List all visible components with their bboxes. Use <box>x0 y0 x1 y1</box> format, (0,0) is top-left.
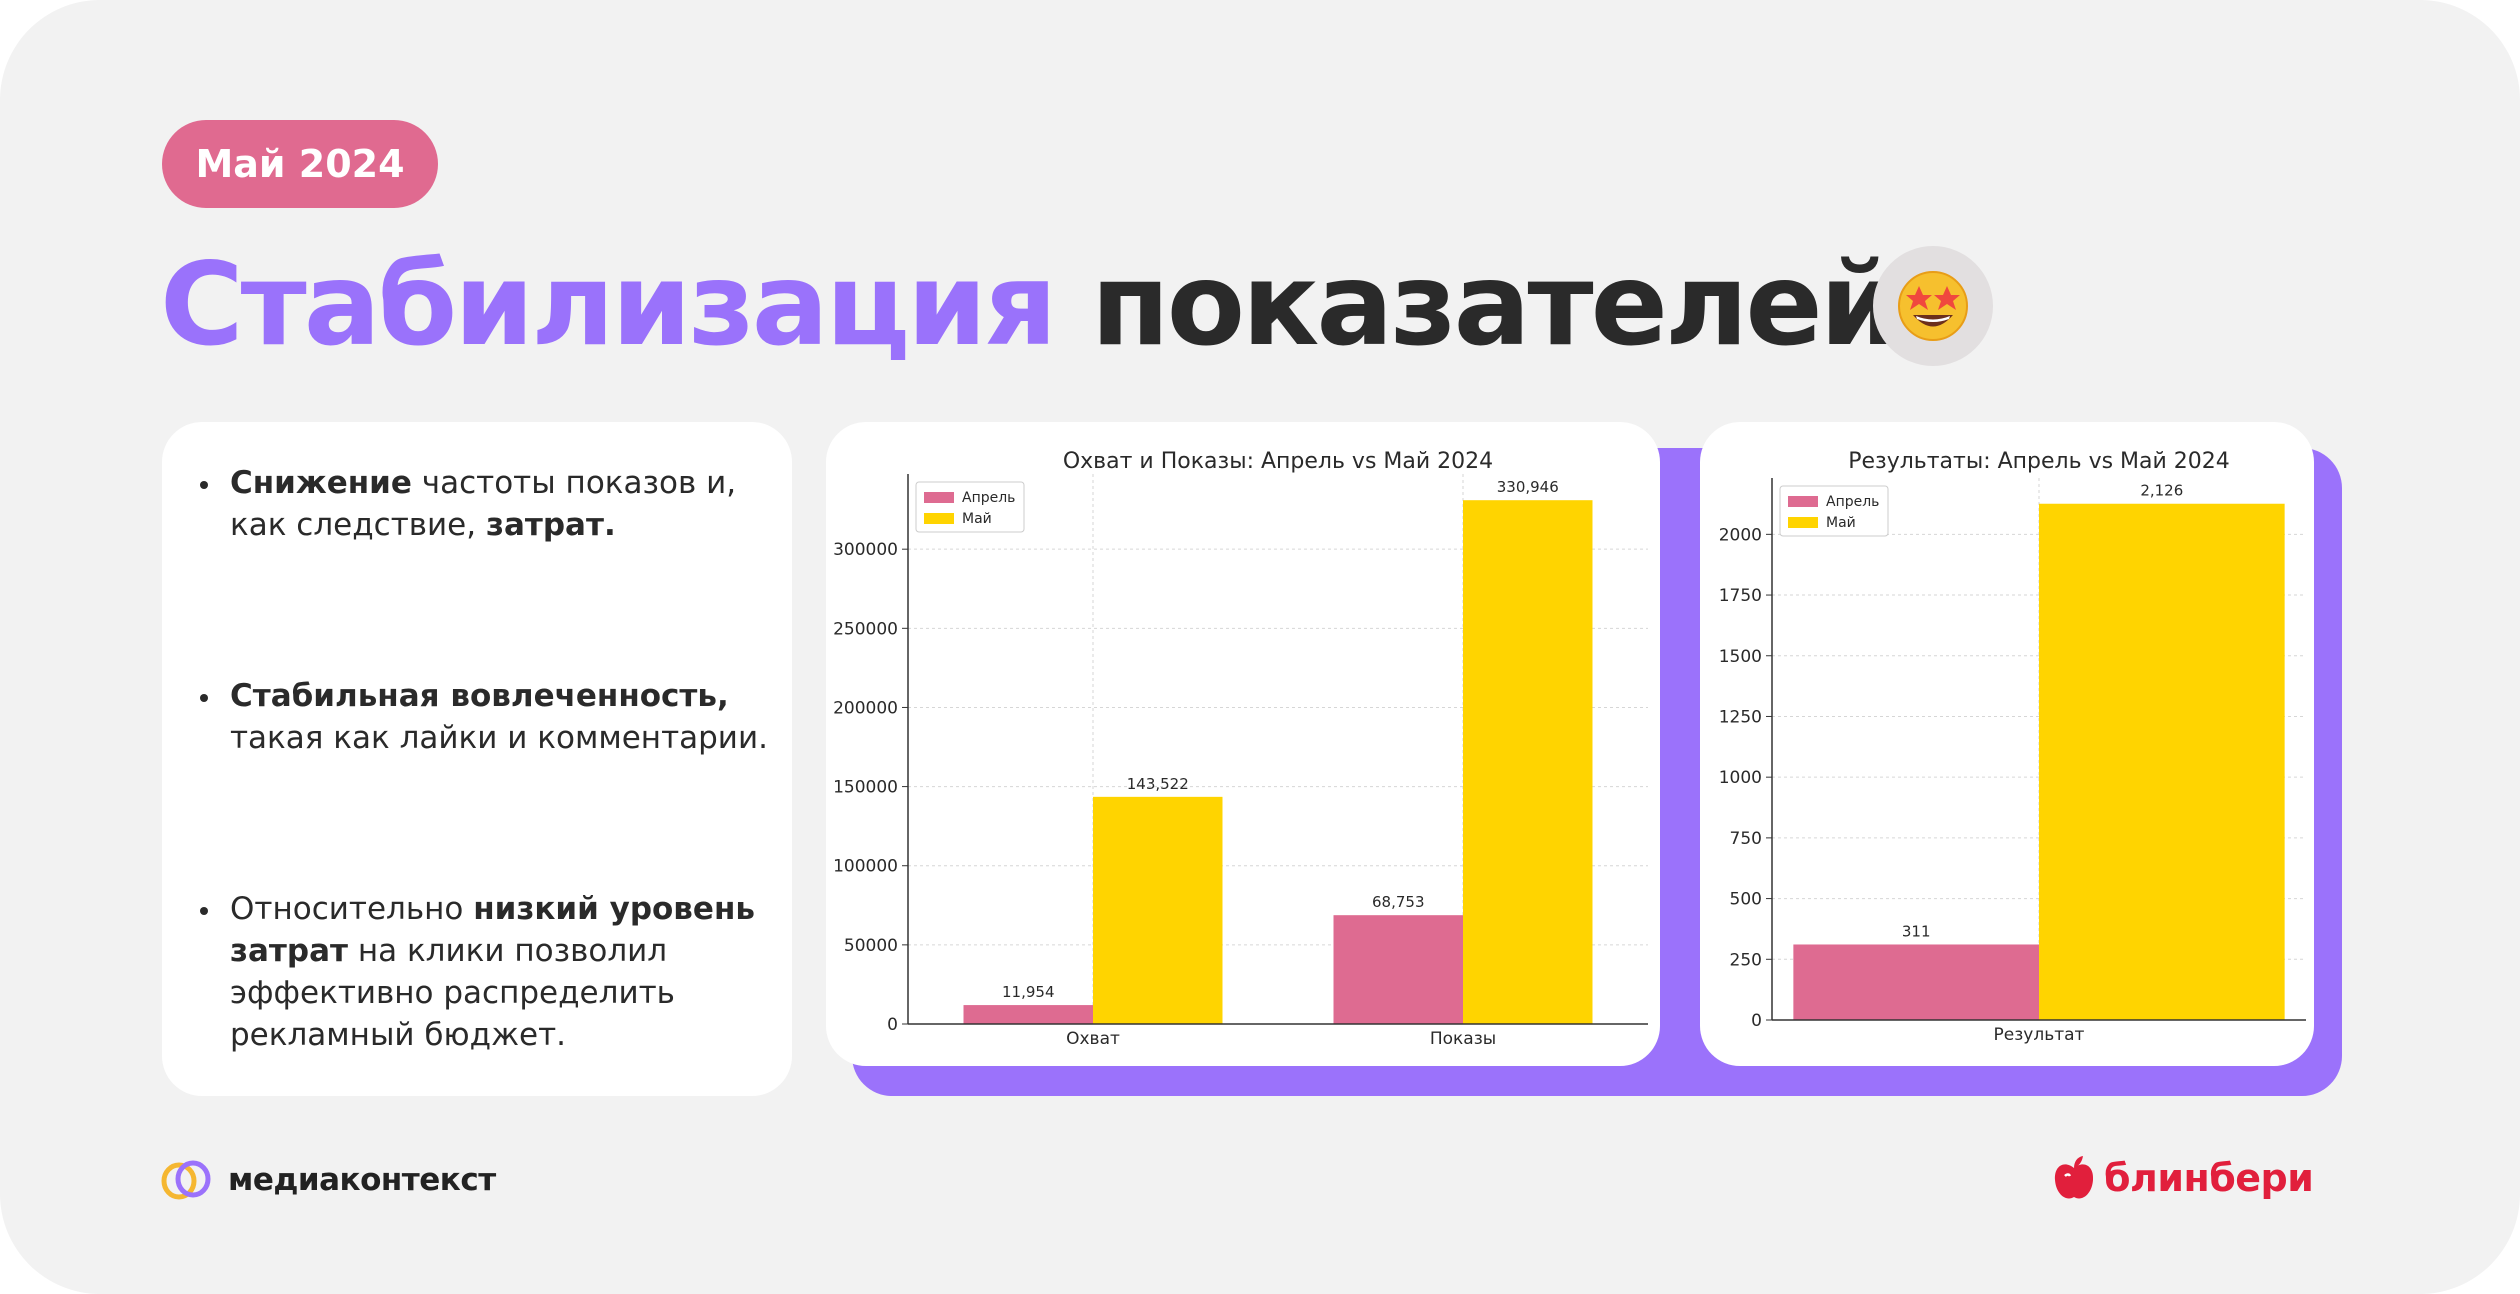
bullet-text-segment: Стабильная вовлеченность, <box>230 678 729 714</box>
y-tick-label: 1000 <box>1719 768 1762 788</box>
data-label: 330,946 <box>1497 478 1559 496</box>
star-struck-emoji-icon <box>1873 246 1993 366</box>
bullet-text-segment: низкий уровень затрат <box>230 891 755 969</box>
y-tick-label: 1250 <box>1719 707 1762 727</box>
chart-card-reach-impressions: Охват и Показы: Апрель vs Май 2024 0 50000… <box>826 422 1660 1066</box>
legend-label: Апрель <box>1826 494 1879 510</box>
bar-april <box>1793 944 2039 1020</box>
bullet-text-segment: частоты показов и, как следствие, <box>230 465 737 543</box>
legend-label: Май <box>962 511 992 527</box>
blinberi-brand: блинбери <box>2052 1148 2314 1208</box>
bar-april <box>963 1005 1093 1024</box>
y-tick-label: 300000 <box>833 540 898 560</box>
legend-swatch <box>1788 496 1818 507</box>
blinberi-name: блинбери <box>2104 1156 2314 1200</box>
chart-reach-impressions: Охват и Показы: Апрель vs Май 2024 0 50000… <box>833 449 1648 1049</box>
y-tick-label: 750 <box>1730 829 1762 849</box>
bullet-text-segment: Снижение <box>230 465 412 501</box>
data-label: 68,753 <box>1372 893 1425 911</box>
y-tick-label: 200000 <box>833 698 898 718</box>
y-tick-label: 150000 <box>833 778 898 798</box>
data-label: 11,954 <box>1002 983 1055 1001</box>
y-tick-label: 250 <box>1730 950 1762 970</box>
mediacontext-brand: медиаконтекст <box>160 1160 496 1200</box>
legend-label: Апрель <box>962 490 1015 506</box>
bullet-item: Снижение частоты показов и, как следстви… <box>200 462 770 546</box>
bar-april <box>1333 915 1463 1024</box>
y-tick-label: 1500 <box>1719 647 1762 667</box>
page-title: Стабилизация показателей <box>160 230 1900 380</box>
y-tick-label: 500 <box>1730 890 1762 910</box>
y-tick-label: 50000 <box>844 936 898 956</box>
title-highlight: Стабилизация <box>160 238 1057 371</box>
chart-title: Результаты: Апрель vs Май 2024 <box>1848 449 2230 474</box>
y-tick-label: 1750 <box>1719 586 1762 606</box>
x-tick-label: Результат <box>1994 1025 2085 1045</box>
y-tick-label: 2000 <box>1719 525 1762 545</box>
data-label: 2,126 <box>2140 482 2183 500</box>
legend-label: Май <box>1826 515 1856 531</box>
y-tick-label: 100000 <box>833 857 898 877</box>
x-tick-label: Охват <box>1066 1029 1120 1049</box>
chart-card-results: Результаты: Апрель vs Май 2024 0 250 500 750… <box>1700 422 2314 1066</box>
legend-swatch <box>924 513 954 524</box>
data-label: 311 <box>1902 922 1931 940</box>
bullet-text-segment: на клики позволил эффективно распределит… <box>230 933 675 1053</box>
y-tick-label: 250000 <box>833 619 898 639</box>
bullet-item: Относительно низкий уровень затрат на кл… <box>200 888 770 1056</box>
chart-results: Результаты: Апрель vs Май 2024 0 250 500 750… <box>1719 449 2306 1045</box>
mediacontext-name: медиаконтекст <box>228 1162 496 1198</box>
title-rest: показателей <box>1090 238 1900 371</box>
bullet-item: Стабильная вовлеченность, такая как лайк… <box>200 675 770 759</box>
y-tick-label: 0 <box>887 1015 898 1035</box>
date-badge: Май 2024 <box>162 120 438 208</box>
x-tick-label: Показы <box>1430 1029 1496 1049</box>
apple-logo-icon <box>2054 1156 2094 1199</box>
overlapping-rings-logo-icon <box>161 1160 211 1200</box>
y-tick-label: 0 <box>1751 1011 1762 1031</box>
bullet-text-segment: затрат. <box>485 507 616 543</box>
legend-swatch <box>1788 517 1818 528</box>
bullet-text-segment: такая как лайки и комментарии. <box>230 720 768 756</box>
bar-may <box>1463 500 1593 1024</box>
legend-swatch <box>924 492 954 503</box>
bullet-text-segment: Относительно <box>230 891 474 927</box>
chart-title: Охват и Показы: Апрель vs Май 2024 <box>1063 449 1493 474</box>
summary-card: Снижение частоты показов и, как следстви… <box>162 422 792 1096</box>
bar-may <box>2039 503 2285 1021</box>
data-label: 143,522 <box>1127 775 1189 793</box>
bar-may <box>1093 796 1223 1024</box>
